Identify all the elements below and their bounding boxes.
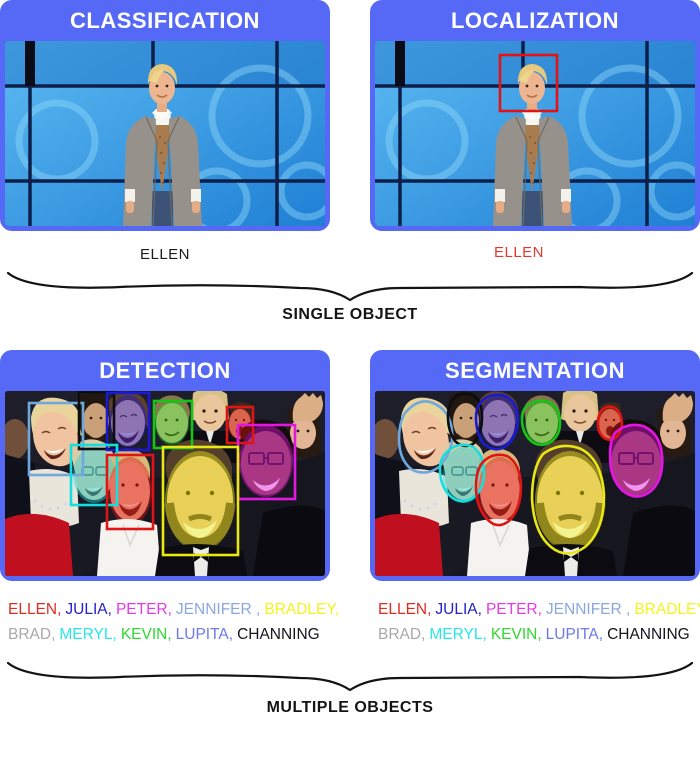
person-name-label: KEVIN, [490, 626, 542, 643]
detection-names-line2: BRAD, MERYL, KEVIN, LUPITA, CHANNING [8, 622, 348, 647]
classification-photo [5, 41, 325, 226]
bbox-julia [105, 391, 151, 452]
person-name-label: CHANNING [607, 626, 690, 643]
person-name-label: BRADLEY, [264, 601, 339, 618]
person-name-label: BRADLEY, [634, 601, 700, 618]
person-name-label: PETER, [115, 601, 172, 618]
segmentation-title: SEGMENTATION [445, 358, 625, 383]
person-name-label: MERYL, [429, 626, 487, 643]
person-name-label: MERYL, [59, 626, 117, 643]
bbox-ellen [105, 453, 155, 531]
person-name-label: PETER, [485, 601, 542, 618]
person-name-label: CHANNING [237, 626, 320, 643]
localization-caption: ELLEN [493, 244, 545, 261]
bbox-bradley [161, 445, 240, 557]
segmentation-card: SEGMENTATION [370, 350, 700, 581]
mask-julia [474, 393, 520, 451]
mask-kevin [520, 399, 562, 447]
mask-meryl [438, 443, 486, 503]
segmentation-names-line2: BRAD, MERYL, KEVIN, LUPITA, CHANNING [378, 622, 700, 647]
person-name-label: BRAD, [8, 626, 56, 643]
single-object-label: SINGLE OBJECT [282, 306, 418, 323]
bbox-meryl [69, 443, 119, 507]
segmentation-photo [375, 391, 695, 576]
person-name-label: ELLEN, [8, 601, 62, 618]
person-name-label: JULIA, [65, 601, 112, 618]
multiple-objects-label: MULTIPLE OBJECTS [266, 699, 434, 716]
person-name-label: KEVIN, [120, 626, 172, 643]
detection-title: DETECTION [99, 358, 231, 383]
bbox-jared [77, 391, 116, 451]
classification-card: CLASSIFICATION [0, 0, 330, 231]
person-name-label: JENNIFER , [545, 601, 631, 618]
mask-jared [446, 392, 484, 448]
localization-card: LOCALIZATION [370, 0, 700, 231]
classification-caption: ELLEN [139, 246, 191, 263]
mask-cameo [596, 405, 624, 442]
localization-title: LOCALIZATION [450, 8, 620, 33]
single-object-brace [0, 269, 700, 307]
mask-ellen [474, 453, 523, 527]
bbox-ellen-face [498, 53, 559, 113]
person-name-label: ELLEN, [378, 601, 432, 618]
mask-peter [608, 423, 664, 498]
mask-bradley [530, 444, 606, 555]
detection-card: DETECTION [0, 350, 330, 581]
person-name-label: LUPITA, [175, 626, 234, 643]
segmentation-names-line1: ELLEN,JULIA,PETER,JENNIFER ,BRADLEY, [378, 597, 700, 622]
person-name-label: JENNIFER , [175, 601, 261, 618]
multiple-objects-brace [0, 659, 700, 697]
person-name-label: LUPITA, [545, 626, 604, 643]
detection-names-line1: ELLEN, JULIA, PETER, JENNIFER , BRADLEY, [8, 597, 348, 622]
person-name-label: BRAD, [378, 626, 426, 643]
bbox-jennifer [27, 401, 85, 477]
classification-title: CLASSIFICATION [70, 8, 260, 33]
person-name-label: JULIA, [435, 601, 482, 618]
localization-photo [375, 41, 695, 226]
detection-photo [5, 391, 325, 576]
